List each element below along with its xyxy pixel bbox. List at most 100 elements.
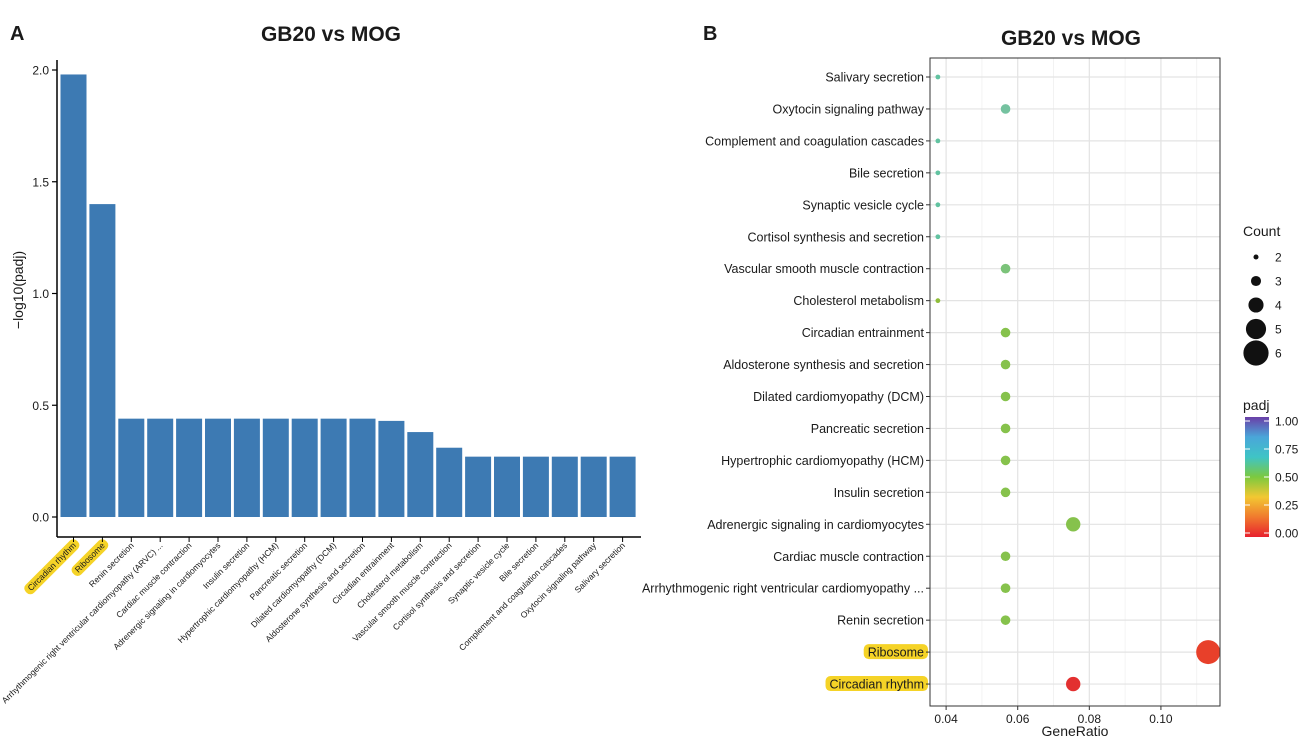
bar <box>407 432 434 517</box>
dot-x-tick-label: 0.06 <box>1006 712 1030 726</box>
dot-term-label: Ribosome <box>868 646 924 660</box>
bar-chart-title: GB20 vs MOG <box>261 23 401 46</box>
count-legend-label: 6 <box>1275 347 1282 361</box>
bar <box>118 418 145 517</box>
bar-y-tick-label: 0.5 <box>32 399 49 413</box>
dot <box>1066 676 1081 692</box>
dot <box>1000 327 1011 338</box>
dot-term-label: Hypertrophic cardiomyopathy (HCM) <box>721 454 924 468</box>
padj-legend-label: 0.25 <box>1275 499 1299 513</box>
bar <box>176 418 203 517</box>
dot-term-label: Circadian rhythm <box>830 678 924 692</box>
dot-plot-panel-bg <box>930 58 1220 706</box>
dot-term-label: Synaptic vesicle cycle <box>802 198 924 212</box>
bar <box>320 418 347 517</box>
bar-category-label: Adrenergic signaling in cardiomyocytes <box>111 540 222 651</box>
dot <box>1000 104 1011 114</box>
dot-term-highlights <box>825 644 928 692</box>
count-legend-label: 3 <box>1275 275 1282 289</box>
dot-term-label: Bile secretion <box>849 166 924 180</box>
dot-term-label: Cardiac muscle contraction <box>773 550 924 564</box>
count-legend-dot <box>1248 297 1264 313</box>
bar <box>262 418 289 517</box>
padj-legend-ticks: 1.00 0.75 0.50 0.25 0.00 <box>1245 415 1299 541</box>
bar-category-label: Circadian rhythm <box>25 540 78 593</box>
bar <box>349 418 376 517</box>
bar-category-label: Salivary secretion <box>573 540 628 595</box>
padj-legend-label: 0.75 <box>1275 443 1299 457</box>
dot-plot-title: GB20 vs MOG <box>1001 27 1141 50</box>
count-legend: 2 3 4 5 6 <box>1243 251 1282 366</box>
dot <box>1000 455 1011 466</box>
dot-term-label: Complement and coagulation cascades <box>705 134 924 148</box>
dot <box>935 74 941 80</box>
dot <box>1000 391 1011 402</box>
bar <box>522 456 549 517</box>
bar <box>580 456 607 517</box>
dot-plot: GB20 vs MOG Salivary secretion Oxytocin s… <box>642 27 1299 739</box>
dot-term-label: Circadian entrainment <box>802 326 925 340</box>
bar <box>609 456 636 517</box>
dot <box>935 170 941 176</box>
bar <box>551 456 578 517</box>
bar-y-tick-label: 2.0 <box>32 64 49 78</box>
dot-plot-x-axis-label: GeneRatio <box>1042 723 1109 739</box>
bar-y-tick-label: 1.5 <box>32 175 49 189</box>
dot <box>1000 263 1011 274</box>
dot-term-label: Oxytocin signaling pathway <box>773 102 925 116</box>
bar-y-ticks: 0.0 0.5 1.0 1.5 2.0 <box>32 64 57 525</box>
count-legend-title: Count <box>1243 223 1280 239</box>
dot-term-label: Cholesterol metabolism <box>793 294 924 308</box>
bar <box>205 418 231 517</box>
dot-term-label: Pancreatic secretion <box>811 422 924 436</box>
dot <box>1000 583 1011 593</box>
dot-term-label: Insulin secretion <box>834 486 924 500</box>
padj-legend-title: padj <box>1243 397 1269 413</box>
dot <box>1000 487 1011 498</box>
dot <box>1066 517 1081 532</box>
dot-x-tick-label: 0.04 <box>934 712 958 726</box>
bar-category-label: Complement and coagulation cascades <box>457 540 569 652</box>
bar <box>378 420 405 517</box>
bar-y-tick-label: 1.0 <box>32 287 49 301</box>
bar <box>60 74 87 517</box>
count-legend-dot <box>1243 340 1269 366</box>
dot-term-label: Vascular smooth muscle contraction <box>724 262 924 276</box>
dot <box>1196 640 1221 665</box>
count-legend-dot <box>1245 318 1267 340</box>
dot-x-ticks: 0.04 0.06 0.08 0.10 <box>934 706 1173 726</box>
bar-highlights <box>24 539 109 595</box>
count-legend-dot <box>1253 254 1259 260</box>
dot-term-label: Cortisol synthesis and secretion <box>748 230 925 244</box>
dot-term-label: Aldosterone synthesis and secretion <box>723 358 924 372</box>
padj-legend-label: 0.50 <box>1275 471 1299 485</box>
dot <box>935 138 941 144</box>
dot-term-label: Salivary secretion <box>825 71 924 85</box>
count-legend-label: 4 <box>1275 299 1282 313</box>
dot-term-highlight <box>863 644 928 660</box>
dot-plot-panel-border <box>929 57 1221 707</box>
dot-term-highlight <box>825 676 928 692</box>
dot-x-tick-label: 0.10 <box>1149 712 1173 726</box>
bar-y-tick-label: 0.0 <box>32 511 49 525</box>
bar <box>147 418 174 517</box>
dot <box>935 298 941 304</box>
bars <box>60 74 636 517</box>
dot-term-label: Adrenergic signaling in cardiomyocytes <box>707 518 924 532</box>
count-legend-dot <box>1250 275 1262 287</box>
bar-chart: GB20 vs MOG −log10(padj) 0.0 0.5 1.0 1.5 2.0… <box>0 23 641 705</box>
bar-category-highlight <box>24 539 80 595</box>
dot-term-label: Dilated cardiomyopathy (DCM) <box>753 390 924 404</box>
padj-legend-label: 1.00 <box>1275 415 1299 429</box>
bar <box>436 447 463 517</box>
dot <box>935 202 941 208</box>
dot <box>1000 615 1011 625</box>
count-legend-label: 2 <box>1275 251 1282 265</box>
bar <box>494 456 520 517</box>
bar <box>291 418 318 517</box>
dot-term-label: Arrhythmogenic right ventricular cardiom… <box>642 582 924 596</box>
dot <box>1000 359 1011 370</box>
dot <box>1000 551 1011 562</box>
